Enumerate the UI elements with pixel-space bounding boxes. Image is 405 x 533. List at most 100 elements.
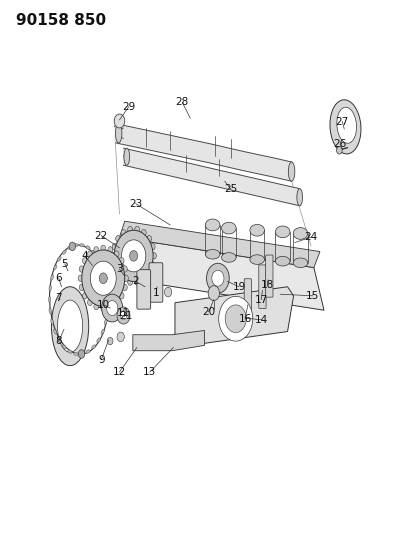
Text: 26: 26 xyxy=(334,139,347,149)
Circle shape xyxy=(141,230,146,236)
Ellipse shape xyxy=(288,162,295,181)
Circle shape xyxy=(114,114,125,128)
Circle shape xyxy=(87,251,92,257)
Circle shape xyxy=(120,311,127,320)
Text: 1: 1 xyxy=(153,288,159,298)
Circle shape xyxy=(117,307,130,324)
Circle shape xyxy=(122,240,146,272)
Circle shape xyxy=(128,227,132,233)
Circle shape xyxy=(122,266,127,272)
Ellipse shape xyxy=(275,226,290,238)
Ellipse shape xyxy=(275,256,290,266)
Text: 16: 16 xyxy=(239,314,252,324)
Circle shape xyxy=(128,279,132,285)
Ellipse shape xyxy=(86,350,90,353)
Text: 9: 9 xyxy=(98,355,104,365)
Circle shape xyxy=(114,251,119,257)
Ellipse shape xyxy=(92,250,96,254)
Text: 20: 20 xyxy=(202,307,215,317)
Text: 29: 29 xyxy=(122,102,135,111)
Circle shape xyxy=(141,276,146,282)
FancyBboxPatch shape xyxy=(259,265,266,309)
Text: 27: 27 xyxy=(336,117,349,126)
Ellipse shape xyxy=(205,219,220,231)
Text: 8: 8 xyxy=(55,336,62,346)
Circle shape xyxy=(116,270,121,276)
Ellipse shape xyxy=(124,148,130,165)
Text: 17: 17 xyxy=(255,295,268,304)
Circle shape xyxy=(164,287,172,297)
Ellipse shape xyxy=(74,244,78,247)
Ellipse shape xyxy=(337,107,356,143)
Circle shape xyxy=(78,350,85,358)
Ellipse shape xyxy=(97,338,100,342)
Circle shape xyxy=(122,284,127,290)
Ellipse shape xyxy=(62,345,66,349)
Circle shape xyxy=(94,247,99,253)
Circle shape xyxy=(116,236,121,242)
Circle shape xyxy=(83,257,87,264)
Ellipse shape xyxy=(80,352,84,356)
Text: 22: 22 xyxy=(95,231,108,240)
Text: 23: 23 xyxy=(129,199,142,208)
Ellipse shape xyxy=(53,329,57,334)
Circle shape xyxy=(119,257,124,264)
Circle shape xyxy=(121,276,126,282)
Circle shape xyxy=(112,262,117,268)
Text: 15: 15 xyxy=(306,291,319,301)
Ellipse shape xyxy=(107,308,109,314)
Circle shape xyxy=(135,279,140,285)
Circle shape xyxy=(337,147,342,154)
Ellipse shape xyxy=(330,100,361,154)
Polygon shape xyxy=(119,237,324,310)
FancyBboxPatch shape xyxy=(266,255,273,297)
Circle shape xyxy=(208,286,220,301)
Circle shape xyxy=(99,273,107,284)
Circle shape xyxy=(114,230,153,281)
Polygon shape xyxy=(119,221,320,268)
Ellipse shape xyxy=(205,249,220,259)
Circle shape xyxy=(117,332,124,342)
Ellipse shape xyxy=(297,189,303,206)
Ellipse shape xyxy=(58,257,61,261)
Ellipse shape xyxy=(107,296,109,303)
Circle shape xyxy=(108,247,113,253)
Circle shape xyxy=(147,270,151,276)
Ellipse shape xyxy=(250,224,264,236)
Circle shape xyxy=(212,270,224,286)
Circle shape xyxy=(225,305,246,333)
Circle shape xyxy=(219,296,253,341)
Ellipse shape xyxy=(80,244,84,247)
Ellipse shape xyxy=(74,352,78,356)
Circle shape xyxy=(102,294,123,322)
Text: 5: 5 xyxy=(62,259,68,269)
Text: 13: 13 xyxy=(143,367,156,377)
Circle shape xyxy=(101,245,106,252)
Text: 24: 24 xyxy=(305,232,318,242)
Polygon shape xyxy=(115,124,292,181)
Circle shape xyxy=(124,275,128,281)
Text: 18: 18 xyxy=(261,280,274,290)
Polygon shape xyxy=(133,330,205,351)
Text: 12: 12 xyxy=(113,367,126,377)
Circle shape xyxy=(107,337,113,345)
Circle shape xyxy=(114,299,119,305)
Circle shape xyxy=(147,236,151,242)
Text: 28: 28 xyxy=(176,98,189,107)
Text: 4: 4 xyxy=(82,251,88,261)
Ellipse shape xyxy=(250,255,264,264)
Circle shape xyxy=(79,266,84,272)
Polygon shape xyxy=(124,148,300,206)
Circle shape xyxy=(101,305,106,311)
Circle shape xyxy=(207,263,229,293)
Ellipse shape xyxy=(222,222,236,234)
Polygon shape xyxy=(175,287,294,348)
Circle shape xyxy=(69,242,76,251)
Circle shape xyxy=(87,299,92,305)
Circle shape xyxy=(111,253,116,259)
Ellipse shape xyxy=(101,265,104,270)
Ellipse shape xyxy=(68,350,72,353)
Circle shape xyxy=(151,253,156,259)
Text: 25: 25 xyxy=(224,184,237,194)
Circle shape xyxy=(82,250,125,306)
